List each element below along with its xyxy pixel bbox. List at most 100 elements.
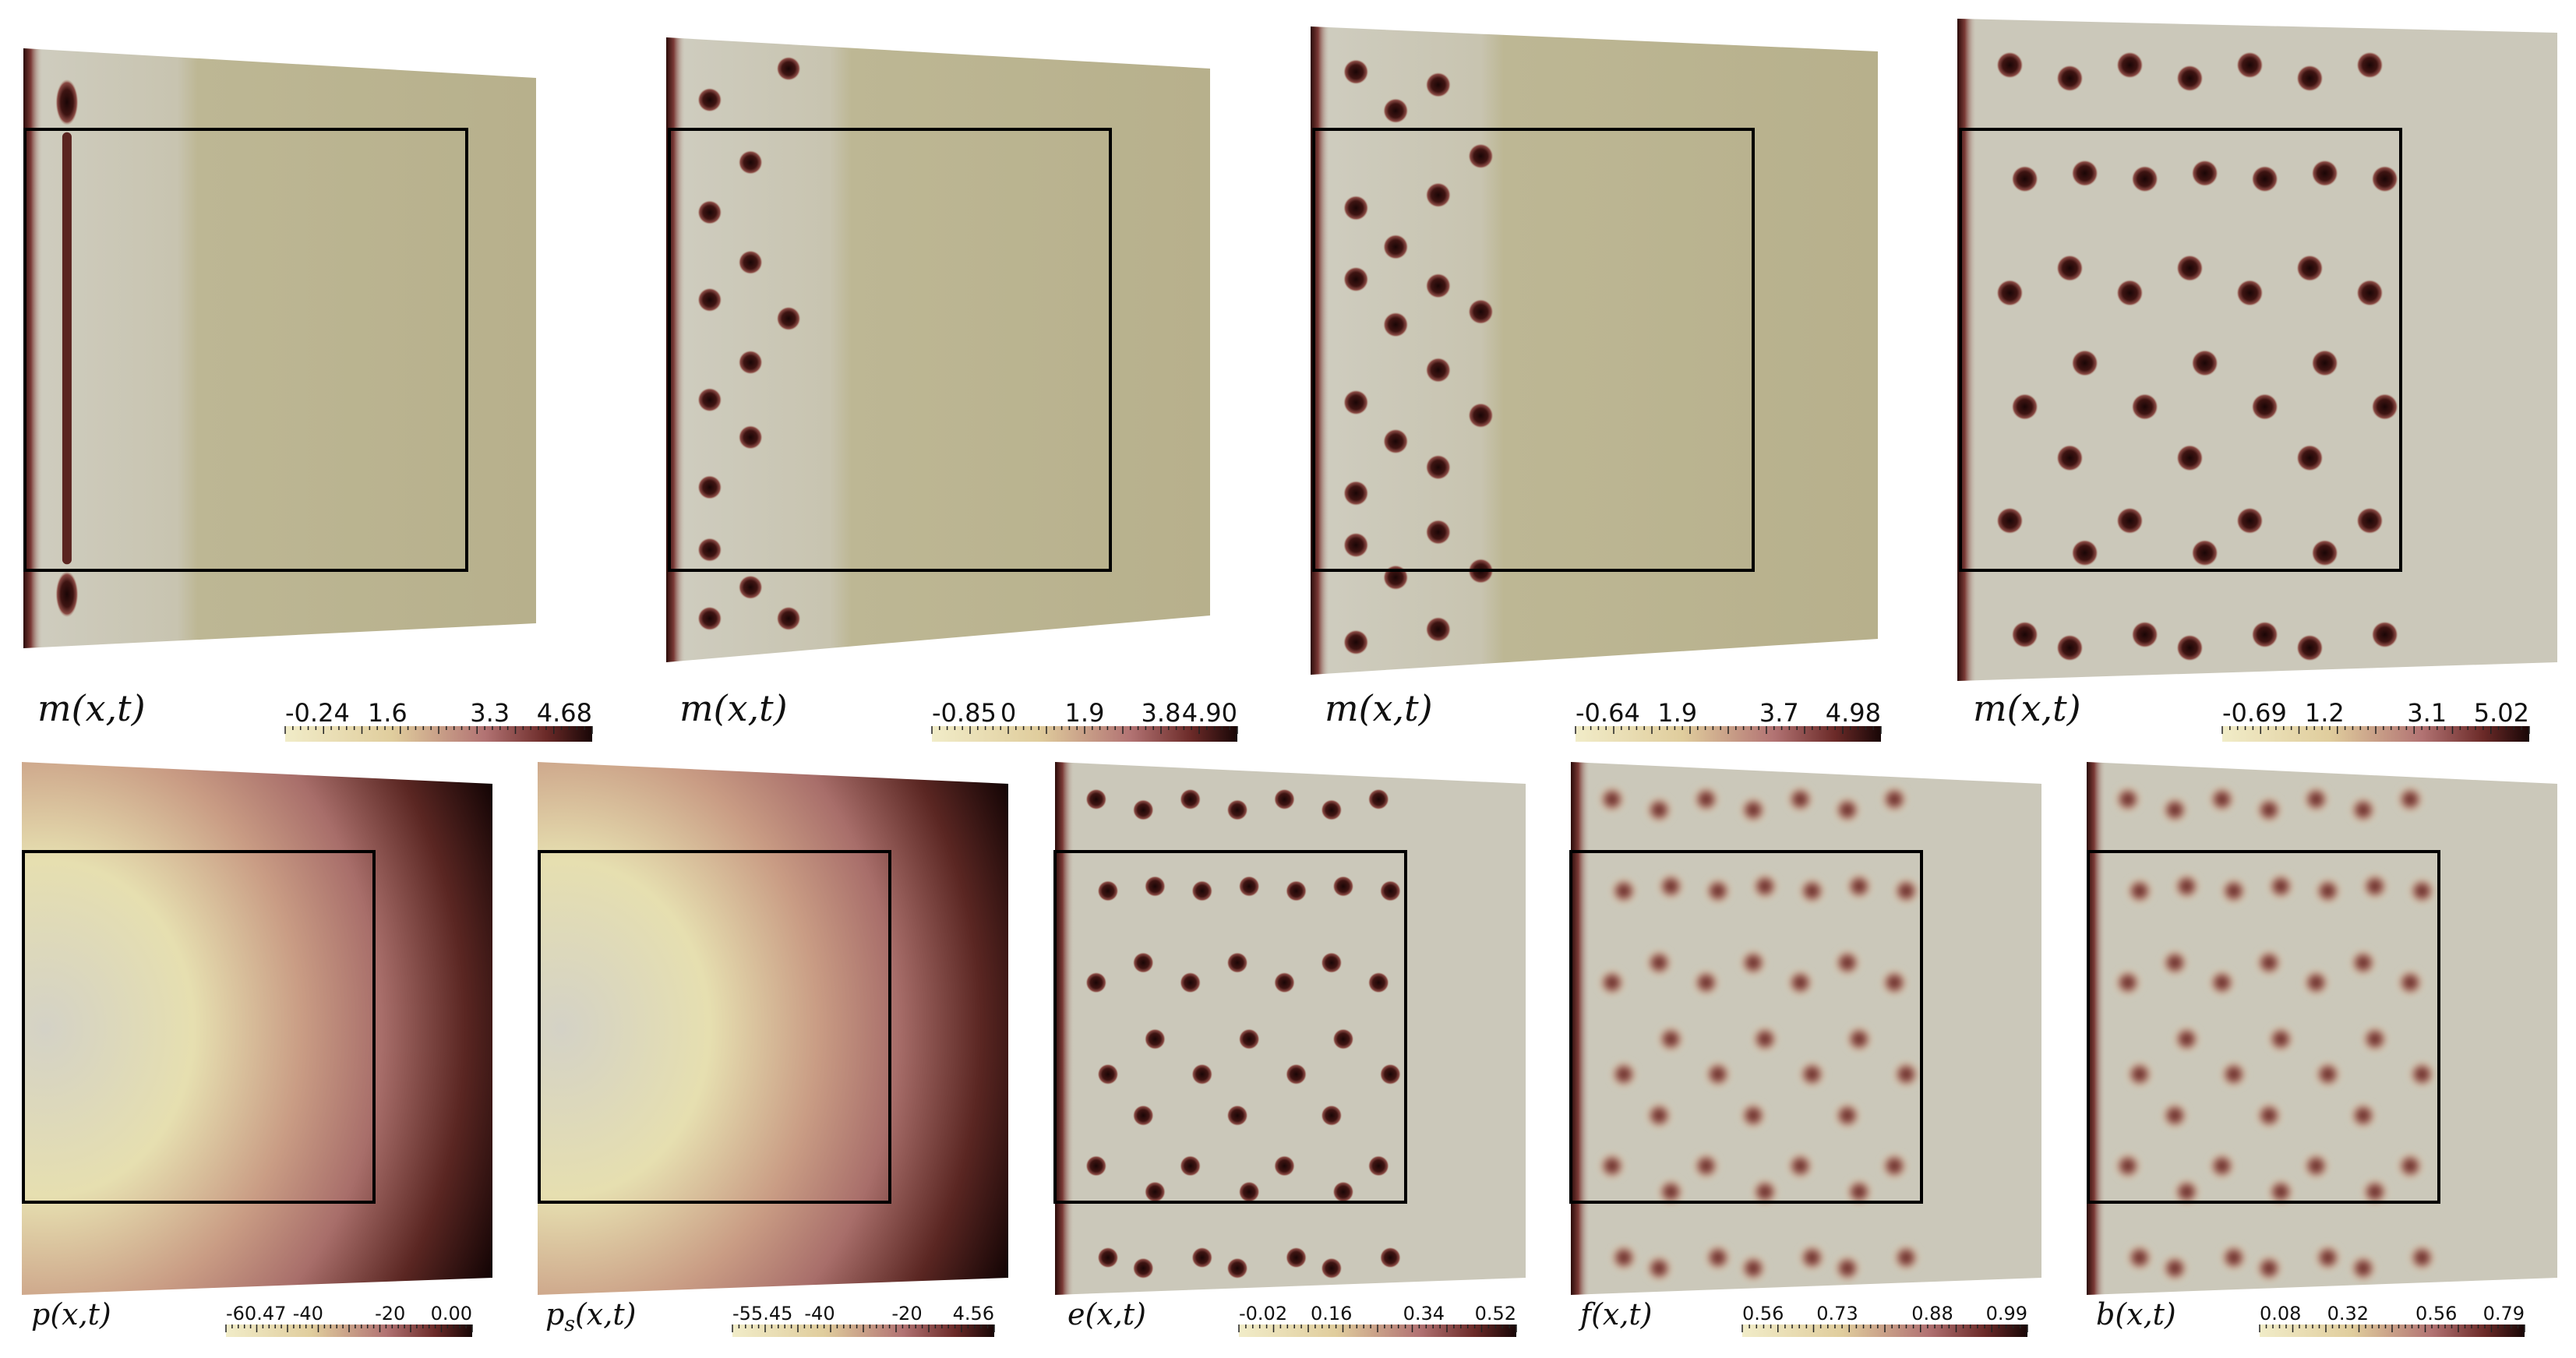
pattern-spot: [1132, 952, 1154, 973]
pattern-spot: [2371, 165, 2398, 192]
pattern-spot: [1097, 880, 1119, 901]
colorbar-tick-label: -0.02: [1239, 1303, 1287, 1324]
colorbar-tick-label: 0.08: [2260, 1303, 2301, 1324]
colorbar-tick-label: 3.1: [2407, 698, 2447, 728]
pattern-spot: [2236, 51, 2264, 79]
colorbar-tick-label: 0.52: [1475, 1303, 1516, 1324]
pattern-spot: [1097, 1063, 1119, 1085]
pattern-spot: [776, 306, 801, 331]
colorbar-tick-label: -40: [804, 1303, 835, 1324]
pattern-spot: [2296, 255, 2324, 282]
pattern-spot: [2360, 1025, 2390, 1054]
pattern-spot: [1380, 1063, 1401, 1085]
pattern-spot: [1425, 273, 1451, 298]
pattern-spot: [1180, 972, 1201, 993]
pattern-spot: [1383, 565, 1409, 591]
pattern-spot: [1145, 1181, 1166, 1203]
pattern-spot: [2011, 393, 2038, 421]
pattern-spot: [1597, 1151, 1627, 1181]
pattern-spot: [2113, 968, 2143, 997]
pattern-spot: [2160, 1101, 2190, 1130]
pattern-spot: [2011, 165, 2038, 192]
pattern-spot: [1286, 880, 1307, 901]
pattern-spot: [2254, 1101, 2284, 1130]
colorbar-tick-label: 5.02: [2474, 698, 2529, 728]
pattern-spot: [2011, 621, 2038, 648]
pattern-spot: [1226, 1105, 1248, 1127]
pattern-spot: [1191, 1247, 1213, 1268]
pattern-spot: [2407, 1060, 2437, 1089]
colorbar-tick-label: 0.79: [2483, 1303, 2525, 1324]
pattern-spot: [2407, 876, 2437, 906]
variable-label: m(x,t): [37, 687, 146, 729]
pattern-spot: [2116, 51, 2144, 79]
pattern-spot: [2131, 393, 2158, 421]
pattern-spot: [1597, 785, 1627, 814]
pattern-spot: [1425, 72, 1451, 97]
pattern-spot: [2371, 621, 2398, 648]
boundary-layer: [1571, 762, 1590, 1295]
pattern-spot: [2360, 871, 2390, 901]
pattern-spot: [1833, 795, 1862, 825]
pattern-spot: [2251, 393, 2278, 421]
domain-field: [1957, 19, 2557, 681]
pattern-spot: [1286, 1063, 1307, 1085]
pattern-spot: [2116, 507, 2144, 534]
variable-label: ps(x,t): [545, 1297, 636, 1336]
pattern-spot: [1785, 785, 1816, 814]
pattern-spot: [1996, 51, 2024, 79]
pattern-spot: [2125, 1060, 2154, 1089]
pattern-spot: [1180, 1155, 1201, 1176]
pattern-spot: [1367, 1155, 1389, 1176]
pattern-spot: [2296, 634, 2324, 661]
pattern-spot: [1891, 1060, 1921, 1089]
colorbar-tick-label: -20: [891, 1303, 922, 1324]
pattern-spot: [2236, 507, 2264, 534]
pattern-spot: [1343, 59, 1369, 85]
pattern-spot: [2251, 621, 2278, 648]
pattern-spot: [1332, 876, 1354, 897]
pattern-spot: [2176, 444, 2204, 471]
variable-label: f(x,t): [1578, 1297, 1653, 1332]
pattern-spot: [1750, 1177, 1780, 1207]
pattern-spot: [55, 571, 79, 618]
pattern-spot: [2395, 785, 2425, 814]
pattern-spot: [1750, 1025, 1780, 1054]
pattern-spot: [2348, 948, 2378, 978]
pattern-spot: [2125, 876, 2154, 906]
pattern-spot: [1367, 972, 1389, 993]
pattern-spot: [738, 150, 763, 175]
pattern-spot: [1238, 1181, 1260, 1203]
pattern-spot: [1226, 952, 1248, 973]
pattern-spot: [1609, 876, 1639, 906]
pattern-spot: [776, 606, 801, 631]
pattern-spot: [2254, 948, 2284, 978]
domain-field: [538, 762, 1008, 1295]
variable-label: e(x,t): [1067, 1297, 1146, 1332]
pattern-spot: [1656, 871, 1685, 901]
pattern-spot: [2313, 1060, 2343, 1089]
pattern-spot: [1321, 952, 1343, 973]
pattern-spot: [1085, 972, 1107, 993]
pattern-spot: [1321, 799, 1343, 820]
variable-label: m(x,t): [1325, 687, 1433, 729]
pattern-spot: [2348, 1101, 2378, 1130]
pattern-spot: [1844, 871, 1874, 901]
pattern-spot: [1879, 785, 1909, 814]
pattern-spot: [2311, 350, 2338, 376]
pattern-spot: [2176, 634, 2204, 661]
pattern-spot: [2071, 350, 2098, 376]
pattern-spot: [1644, 948, 1674, 978]
pattern-spot: [2296, 65, 2324, 92]
pattern-spot: [1738, 948, 1768, 978]
pattern-spot: [1383, 234, 1409, 259]
pattern-spot: [1343, 195, 1369, 220]
pattern-spot: [2371, 393, 2398, 421]
variable-label: p(x,t): [31, 1297, 111, 1332]
pattern-spot: [1383, 98, 1409, 124]
pattern-spot: [1343, 390, 1369, 415]
pattern-spot: [2176, 255, 2204, 282]
pattern-spot: [697, 87, 722, 112]
pattern-spot: [1367, 788, 1389, 810]
